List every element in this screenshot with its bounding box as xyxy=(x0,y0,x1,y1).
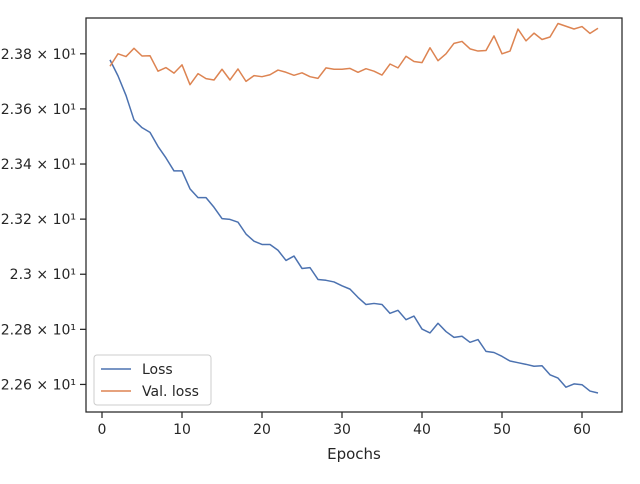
x-tick-label: 40 xyxy=(413,422,431,438)
legend: Loss Val. loss xyxy=(93,354,212,406)
x-tick-label: 0 xyxy=(98,422,107,438)
y-tick-label: 2.32 × 10¹ xyxy=(1,212,76,228)
y-axis: 2.26 × 10¹ 2.28 × 10¹ 2.3 × 10¹ 2.32 × 10¹ 2… xyxy=(1,47,86,393)
y-tick-label: 2.34 × 10¹ xyxy=(1,157,76,173)
x-axis: 0 10 20 30 40 50 60 xyxy=(98,412,591,438)
x-tick-label: 50 xyxy=(493,422,511,438)
x-tick-label: 60 xyxy=(573,422,591,438)
x-tick-label: 20 xyxy=(253,422,271,438)
y-tick-label: 2.3 × 10¹ xyxy=(10,267,76,283)
x-tick-label: 10 xyxy=(173,422,191,438)
series-line-val-loss xyxy=(109,22,599,86)
legend-label-val-loss: Val. loss xyxy=(142,384,199,400)
plot-background xyxy=(86,18,622,412)
legend-label-loss: Loss xyxy=(142,362,173,378)
legend-box xyxy=(93,354,212,406)
y-tick-label: 2.26 × 10¹ xyxy=(1,377,76,393)
x-axis-label: Epochs xyxy=(327,445,381,463)
series-line-loss xyxy=(109,59,599,394)
y-tick-label: 2.28 × 10¹ xyxy=(1,322,76,338)
x-tick-label: 30 xyxy=(333,422,351,438)
y-tick-label: 2.38 × 10¹ xyxy=(1,47,76,63)
plot-frame xyxy=(85,17,623,413)
series-layer xyxy=(109,22,599,394)
y-tick-label: 2.36 × 10¹ xyxy=(1,102,76,118)
